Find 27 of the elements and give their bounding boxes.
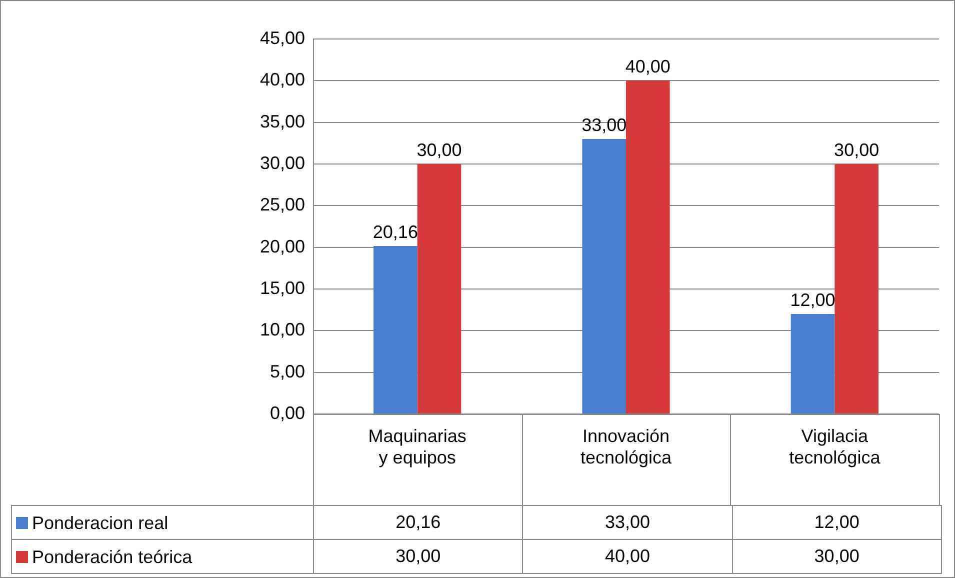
legend-label: Ponderación teórica: [32, 546, 192, 566]
x-tick-label: Vigilacia tecnológica: [789, 426, 882, 468]
y-tick-label: 45,00: [260, 28, 305, 48]
data-label: 20,16: [314, 506, 523, 540]
y-tick-label: 15,00: [260, 278, 305, 298]
data-label: 12,00: [732, 506, 942, 540]
y-tick-label: 35,00: [260, 111, 305, 132]
data-label: 33,00: [522, 506, 732, 540]
x-tick-label: Innovación tecnológica: [580, 426, 673, 468]
text: 20,16: [372, 222, 418, 242]
data-label: 30,00: [314, 540, 523, 574]
y-tick-label: 25,00: [260, 194, 305, 215]
text: 30,00: [834, 140, 880, 160]
legend-label: Ponderacion real: [32, 512, 168, 532]
text: 40,00: [625, 56, 670, 77]
text: 12,00: [790, 290, 836, 310]
text: 33,00: [582, 114, 627, 135]
y-tick-label: 10,00: [260, 320, 305, 340]
y-tick-label: 20,00: [260, 236, 305, 256]
y-tick-label: 0,00: [270, 402, 305, 423]
data-label: 40,00: [522, 540, 732, 574]
x-tick-label: Maquinarias y equipos: [368, 426, 466, 468]
data-label: 30,00: [732, 540, 942, 574]
text: 30,00: [416, 140, 462, 160]
y-tick-label: 40,00: [260, 70, 305, 90]
y-tick-label: 5,00: [270, 361, 305, 382]
y-tick-label: 30,00: [260, 152, 305, 173]
